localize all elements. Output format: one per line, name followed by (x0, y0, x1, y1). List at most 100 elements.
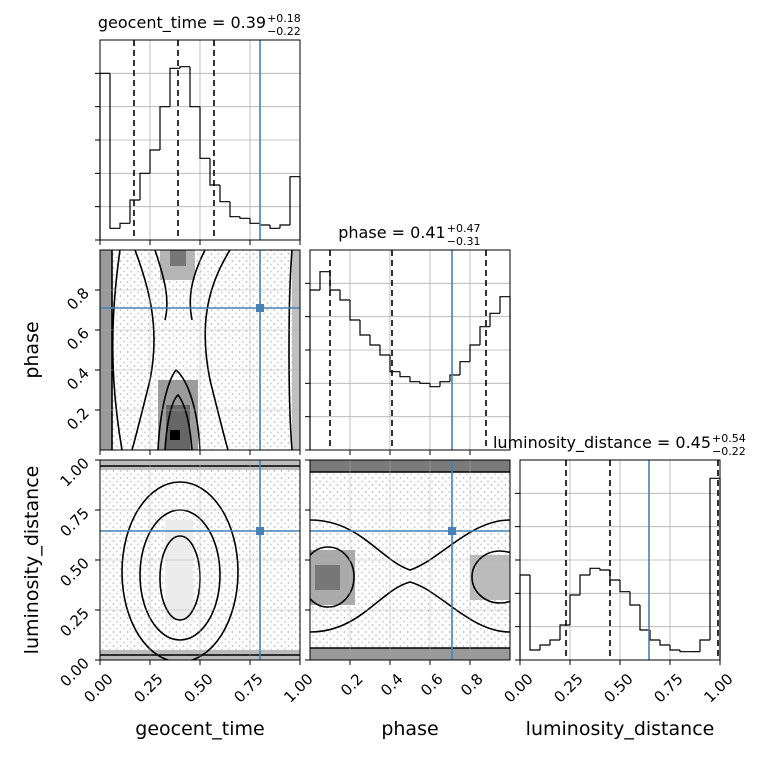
panel-title: phase = 0.41 (338, 223, 445, 242)
hist-bin (359, 320, 370, 336)
y-axis-label: phase (21, 321, 43, 378)
hist-bin (339, 290, 350, 301)
hist-bin (699, 639, 710, 652)
y-tick-label: 0.4 (63, 364, 93, 394)
hist-bin (179, 66, 190, 69)
hist-bin (629, 591, 640, 606)
panel-frame (519, 459, 721, 661)
hist-bin (489, 312, 500, 327)
hist-bin (519, 574, 530, 660)
panel-frame (309, 459, 511, 661)
hist-bin (139, 172, 150, 200)
hist-bin (659, 640, 670, 646)
x-tick-label: 0.25 (130, 670, 166, 706)
panel-frame (99, 39, 301, 241)
hist-bin (449, 374, 460, 382)
hist-bin (279, 224, 290, 229)
y-tick-label: 0.50 (56, 554, 92, 590)
hist-bin (409, 376, 420, 383)
x-tick-label: 0.4 (377, 670, 407, 700)
hist-bin (259, 223, 270, 226)
y-tick-label: 0.8 (63, 284, 93, 314)
hist-bin (129, 199, 140, 224)
x-axis-label: luminosity_distance (526, 718, 715, 740)
title-upper: +0.47 (447, 222, 481, 235)
x-tick-label: 0.75 (230, 670, 266, 706)
x-tick-label: 1.00 (700, 670, 736, 706)
x-tick-label: 0.6 (417, 670, 447, 700)
hist-bin (99, 72, 110, 240)
hist-bin (529, 575, 540, 651)
y-tick-label: 0.75 (56, 504, 92, 540)
title-lower: −0.31 (447, 235, 481, 248)
title-lower: −0.22 (267, 25, 301, 38)
x-tick-label: 0.00 (500, 670, 536, 706)
hist-bin (199, 106, 210, 159)
y-tick-label: 0.00 (56, 654, 92, 690)
hist-bin (399, 371, 410, 378)
hist-bin (479, 326, 490, 345)
panel-title: geocent_time = 0.39 (98, 13, 266, 33)
y-tick-label: 0.2 (63, 404, 93, 434)
hist-bin (639, 605, 650, 631)
hist-bin (249, 218, 260, 224)
y-tick-label: 0.6 (63, 324, 93, 354)
hist-bin (309, 289, 320, 450)
y-axis-label: luminosity_distance (21, 466, 43, 655)
hist-bin (669, 645, 680, 651)
truth-point (256, 304, 264, 312)
hist-bin (389, 355, 400, 373)
y-tick-label: 0.25 (56, 604, 92, 640)
title-upper: +0.54 (712, 432, 746, 445)
title-upper: +0.18 (267, 12, 301, 25)
x-tick-label: 0.50 (180, 670, 216, 706)
hist-bin (599, 568, 610, 571)
truth-point (448, 527, 456, 535)
truth-point (256, 527, 264, 535)
x-tick-label: 0.50 (600, 670, 636, 706)
hist-bin (269, 225, 280, 229)
title-lower: −0.22 (712, 445, 746, 458)
hist-bin (549, 639, 560, 645)
hist-bin (329, 271, 340, 291)
hist-bin (149, 149, 160, 174)
hist-bin (469, 344, 480, 362)
hist-bin (189, 66, 200, 108)
hist-bin (349, 300, 360, 321)
panel-title: luminosity_distance = 0.45 (493, 433, 711, 453)
hist-bin (429, 383, 440, 388)
hist-bin (609, 570, 620, 581)
panel-frame (309, 249, 511, 451)
hist-bin (439, 381, 450, 387)
hist-bin (209, 158, 220, 186)
x-tick-label: 0.00 (80, 670, 116, 706)
hist-bin (569, 594, 580, 625)
hist-bin (229, 201, 240, 218)
x-tick-label: 0.2 (337, 670, 367, 700)
y-tick-label: 1.00 (56, 454, 92, 490)
x-tick-label: 1.00 (280, 670, 316, 706)
hist-bin (219, 185, 230, 203)
x-axis-label: geocent_time (135, 718, 264, 740)
panel-frame (99, 459, 301, 661)
x-tick-label: 0.8 (457, 670, 487, 700)
hist-bin (169, 67, 180, 107)
hist-bin (559, 624, 570, 640)
hist-bin (539, 644, 550, 650)
hist-bin (239, 216, 250, 219)
hist-bin (589, 567, 600, 575)
x-axis-label: phase (381, 718, 438, 740)
hist-bin (289, 176, 301, 240)
x-tick-label: 0.75 (650, 670, 686, 706)
hist-bin (369, 335, 380, 346)
panel-frame (99, 249, 301, 451)
hist-bin (379, 345, 390, 356)
hist-bin (579, 574, 590, 595)
hist-bin (649, 630, 660, 641)
hist-bin (679, 650, 690, 653)
hist-bin (159, 106, 170, 150)
x-tick-label: 0.25 (550, 670, 586, 706)
hist-bin (319, 271, 330, 290)
hist-bin (109, 73, 120, 229)
